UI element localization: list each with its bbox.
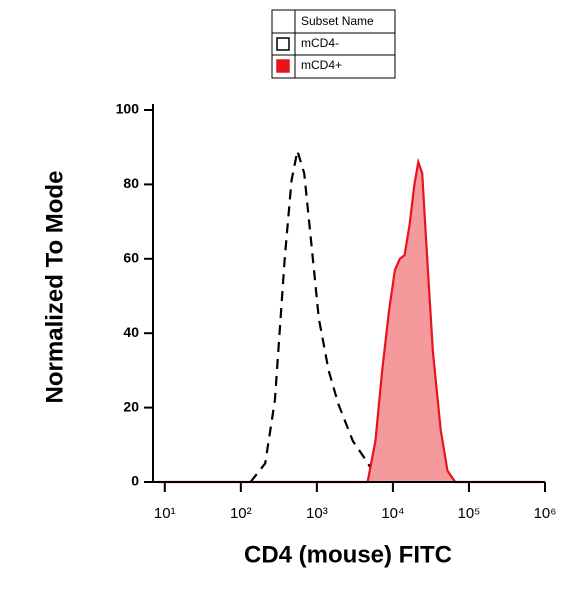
line xyxy=(249,150,374,483)
legend-box xyxy=(271,9,396,79)
y-tick-label: 60 xyxy=(123,250,139,266)
x-tick-label: 10⁴ xyxy=(381,505,404,522)
legend-swatch xyxy=(276,37,290,51)
x-tick-label: 10⁶ xyxy=(534,505,557,522)
y-tick-label: 40 xyxy=(123,324,139,340)
y-tick-label: 0 xyxy=(131,473,139,489)
y-tick-label: 80 xyxy=(123,175,139,191)
legend: Subset Name xyxy=(271,9,396,79)
legend-label: mCD4+ xyxy=(301,58,342,72)
legend-label: mCD4- xyxy=(301,36,339,50)
y-tick-label: 20 xyxy=(123,398,139,414)
y-axis-title: Normalized To Mode xyxy=(41,171,68,404)
x-axis-title: CD4 (mouse) FITC xyxy=(244,541,452,568)
legend-title: Subset Name xyxy=(301,14,374,28)
legend-swatch xyxy=(276,59,290,73)
x-tick-label: 10² xyxy=(230,505,252,522)
x-tick-label: 10¹ xyxy=(154,505,176,522)
y-tick-label: 100 xyxy=(116,101,140,117)
x-tick-label: 10³ xyxy=(306,505,328,522)
line xyxy=(157,157,542,484)
x-tick-label: 10⁵ xyxy=(458,505,481,522)
area xyxy=(157,162,542,482)
